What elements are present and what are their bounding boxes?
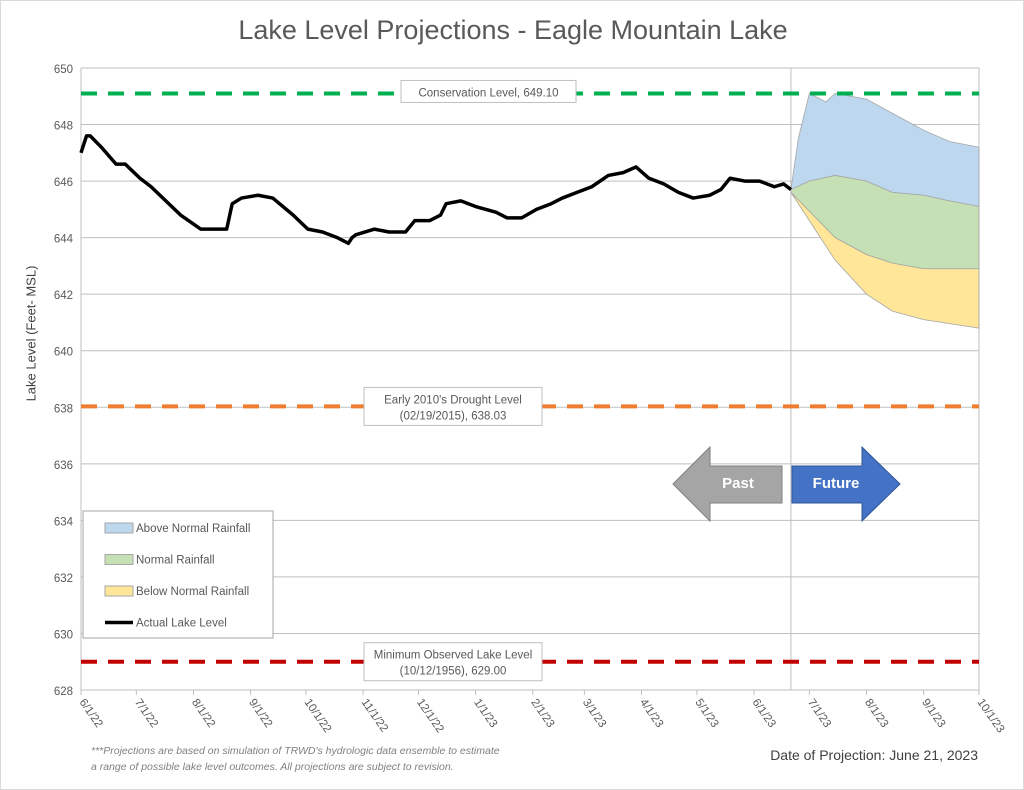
footnote: ***Projections are based on simulation o… [91, 743, 500, 775]
reference-label: (10/12/1956), 629.00 [400, 666, 507, 678]
x-tick-label: 6/1/22 [77, 697, 105, 730]
x-tick-label: 11/1/22 [359, 697, 390, 735]
y-tick-label: 646 [54, 177, 73, 189]
legend-label: Above Normal Rainfall [136, 523, 250, 535]
y-tick-label: 638 [54, 403, 73, 415]
y-tick-label: 644 [54, 234, 74, 246]
x-tick-label: 8/1/23 [862, 697, 890, 730]
x-tick-label: 10/1/23 [975, 697, 1007, 735]
x-tick-label: 7/1/23 [805, 697, 833, 730]
chart-title: Lake Level Projections - Eagle Mountain … [238, 15, 788, 45]
x-tick-label: 8/1/22 [189, 697, 217, 730]
x-tick-label: 3/1/23 [580, 697, 608, 730]
y-tick-label: 632 [54, 573, 73, 585]
x-tick-label: 7/1/22 [132, 697, 160, 730]
y-tick-label: 628 [54, 686, 73, 698]
legend-label: Below Normal Rainfall [136, 586, 249, 598]
legend-label: Normal Rainfall [136, 555, 215, 567]
x-tick-label: 12/1/22 [414, 697, 446, 735]
y-tick-label: 630 [54, 629, 73, 641]
x-tick-label: 10/1/22 [302, 697, 334, 735]
reference-label-box [363, 386, 543, 426]
legend-swatch [104, 522, 134, 534]
reference-label-box [400, 79, 577, 103]
y-tick-label: 634 [54, 516, 74, 528]
y-tick-label: 636 [54, 460, 73, 472]
reference-label: Early 2010's Drought Level [384, 394, 522, 406]
actual-lake-level-line [79, 134, 792, 246]
x-tick-label: 4/1/23 [637, 697, 665, 730]
reference-label: Minimum Observed Lake Level [374, 650, 533, 662]
y-tick-label: 642 [54, 290, 73, 302]
projection-date-label: Date of Projection: June 21, 2023 [770, 747, 978, 763]
x-tick-label: 9/1/22 [246, 697, 274, 730]
reference-label: (02/19/2015), 638.03 [400, 410, 507, 422]
y-tick-label: 648 [54, 121, 73, 133]
x-tick-label: 5/1/23 [692, 697, 720, 730]
legend-swatch [104, 554, 134, 565]
reference-label: Conservation Level, 649.10 [418, 87, 558, 99]
y-tick-label: 650 [54, 64, 73, 76]
x-tick-label: 6/1/23 [750, 697, 778, 730]
x-tick-label: 9/1/23 [919, 697, 947, 730]
future-label: Future [813, 475, 860, 492]
footnote-line: a range of possible lake level outcomes.… [91, 761, 454, 773]
past-label: Past [722, 475, 754, 492]
past-arrow [672, 445, 783, 523]
x-tick-label: 1/1/23 [471, 697, 499, 730]
below-normal-band [790, 192, 980, 329]
legend-label: Actual Lake Level [136, 618, 227, 630]
legend-swatch [104, 585, 134, 597]
y-tick-label: 640 [54, 347, 73, 359]
x-tick-label: 2/1/23 [528, 697, 556, 730]
reference-label-box [363, 642, 543, 682]
future-arrow [791, 445, 901, 523]
footnote-line: ***Projections are based on simulation o… [91, 745, 500, 757]
